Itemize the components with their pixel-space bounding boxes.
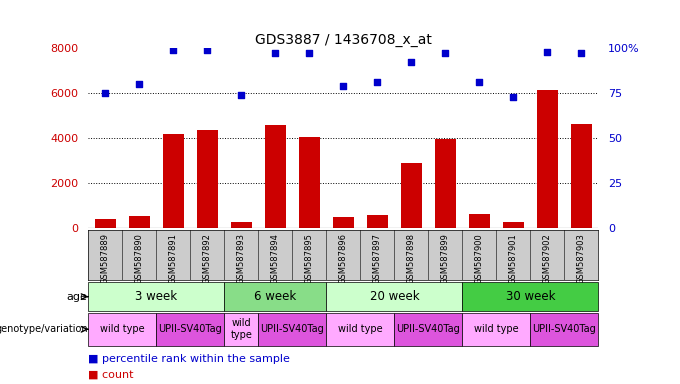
Bar bbox=[367, 215, 388, 228]
Text: UPII-SV40Tag: UPII-SV40Tag bbox=[396, 324, 460, 334]
Point bbox=[542, 48, 553, 55]
Text: GSM587891: GSM587891 bbox=[169, 233, 178, 284]
Bar bbox=[469, 214, 490, 228]
Point bbox=[270, 50, 281, 56]
Bar bbox=[258, 313, 326, 346]
Bar bbox=[571, 124, 592, 228]
Text: GSM587895: GSM587895 bbox=[305, 233, 314, 284]
Text: wild
type: wild type bbox=[231, 318, 252, 340]
Point bbox=[236, 92, 247, 98]
Point bbox=[440, 50, 451, 56]
Bar bbox=[462, 313, 530, 346]
Bar bbox=[503, 222, 524, 228]
Point bbox=[406, 60, 417, 66]
Text: wild type: wild type bbox=[474, 324, 519, 334]
Bar bbox=[88, 313, 156, 346]
Bar bbox=[197, 130, 218, 228]
Text: UPII-SV40Tag: UPII-SV40Tag bbox=[158, 324, 222, 334]
Text: GSM587903: GSM587903 bbox=[577, 233, 586, 284]
Bar bbox=[95, 220, 116, 228]
Point bbox=[304, 50, 315, 56]
Bar bbox=[530, 313, 598, 346]
Text: 30 week: 30 week bbox=[506, 290, 555, 303]
Point bbox=[372, 79, 383, 85]
Text: GSM587897: GSM587897 bbox=[373, 233, 382, 284]
Text: UPII-SV40Tag: UPII-SV40Tag bbox=[532, 324, 596, 334]
Point bbox=[576, 50, 587, 56]
Bar bbox=[299, 137, 320, 228]
Bar bbox=[394, 313, 462, 346]
Text: UPII-SV40Tag: UPII-SV40Tag bbox=[260, 324, 324, 334]
Bar bbox=[537, 90, 558, 228]
Text: GSM587899: GSM587899 bbox=[441, 233, 450, 284]
Bar bbox=[224, 313, 258, 346]
Bar bbox=[156, 313, 224, 346]
Bar bbox=[401, 163, 422, 228]
Point bbox=[100, 90, 111, 96]
Point bbox=[474, 79, 485, 85]
Bar bbox=[462, 282, 598, 311]
Bar bbox=[333, 217, 354, 228]
Text: GSM587894: GSM587894 bbox=[271, 233, 280, 284]
Text: 6 week: 6 week bbox=[254, 290, 296, 303]
Text: GSM587900: GSM587900 bbox=[475, 233, 484, 284]
Text: GSM587893: GSM587893 bbox=[237, 233, 246, 284]
Point bbox=[202, 47, 213, 53]
Text: GSM587896: GSM587896 bbox=[339, 233, 348, 284]
Bar bbox=[326, 282, 462, 311]
Point bbox=[508, 94, 519, 100]
Bar bbox=[163, 134, 184, 228]
Bar bbox=[129, 216, 150, 228]
Text: 3 week: 3 week bbox=[135, 290, 177, 303]
Text: GSM587902: GSM587902 bbox=[543, 233, 552, 284]
Title: GDS3887 / 1436708_x_at: GDS3887 / 1436708_x_at bbox=[255, 33, 432, 47]
Point bbox=[338, 83, 349, 89]
Text: GSM587890: GSM587890 bbox=[135, 233, 144, 284]
Text: wild type: wild type bbox=[338, 324, 383, 334]
Bar bbox=[435, 139, 456, 228]
Text: 20 week: 20 week bbox=[370, 290, 419, 303]
Bar bbox=[224, 282, 326, 311]
Point bbox=[134, 81, 145, 87]
Text: ■ percentile rank within the sample: ■ percentile rank within the sample bbox=[88, 354, 290, 364]
Text: GSM587889: GSM587889 bbox=[101, 233, 110, 284]
Text: GSM587898: GSM587898 bbox=[407, 233, 416, 284]
Text: age: age bbox=[67, 291, 88, 302]
Bar bbox=[326, 313, 394, 346]
Text: GSM587901: GSM587901 bbox=[509, 233, 518, 284]
Bar bbox=[231, 222, 252, 228]
Text: GSM587892: GSM587892 bbox=[203, 233, 212, 284]
Text: ■ count: ■ count bbox=[88, 369, 134, 379]
Bar bbox=[88, 282, 224, 311]
Point bbox=[168, 47, 179, 53]
Text: wild type: wild type bbox=[100, 324, 145, 334]
Bar bbox=[265, 125, 286, 228]
Text: genotype/variation: genotype/variation bbox=[0, 324, 88, 334]
